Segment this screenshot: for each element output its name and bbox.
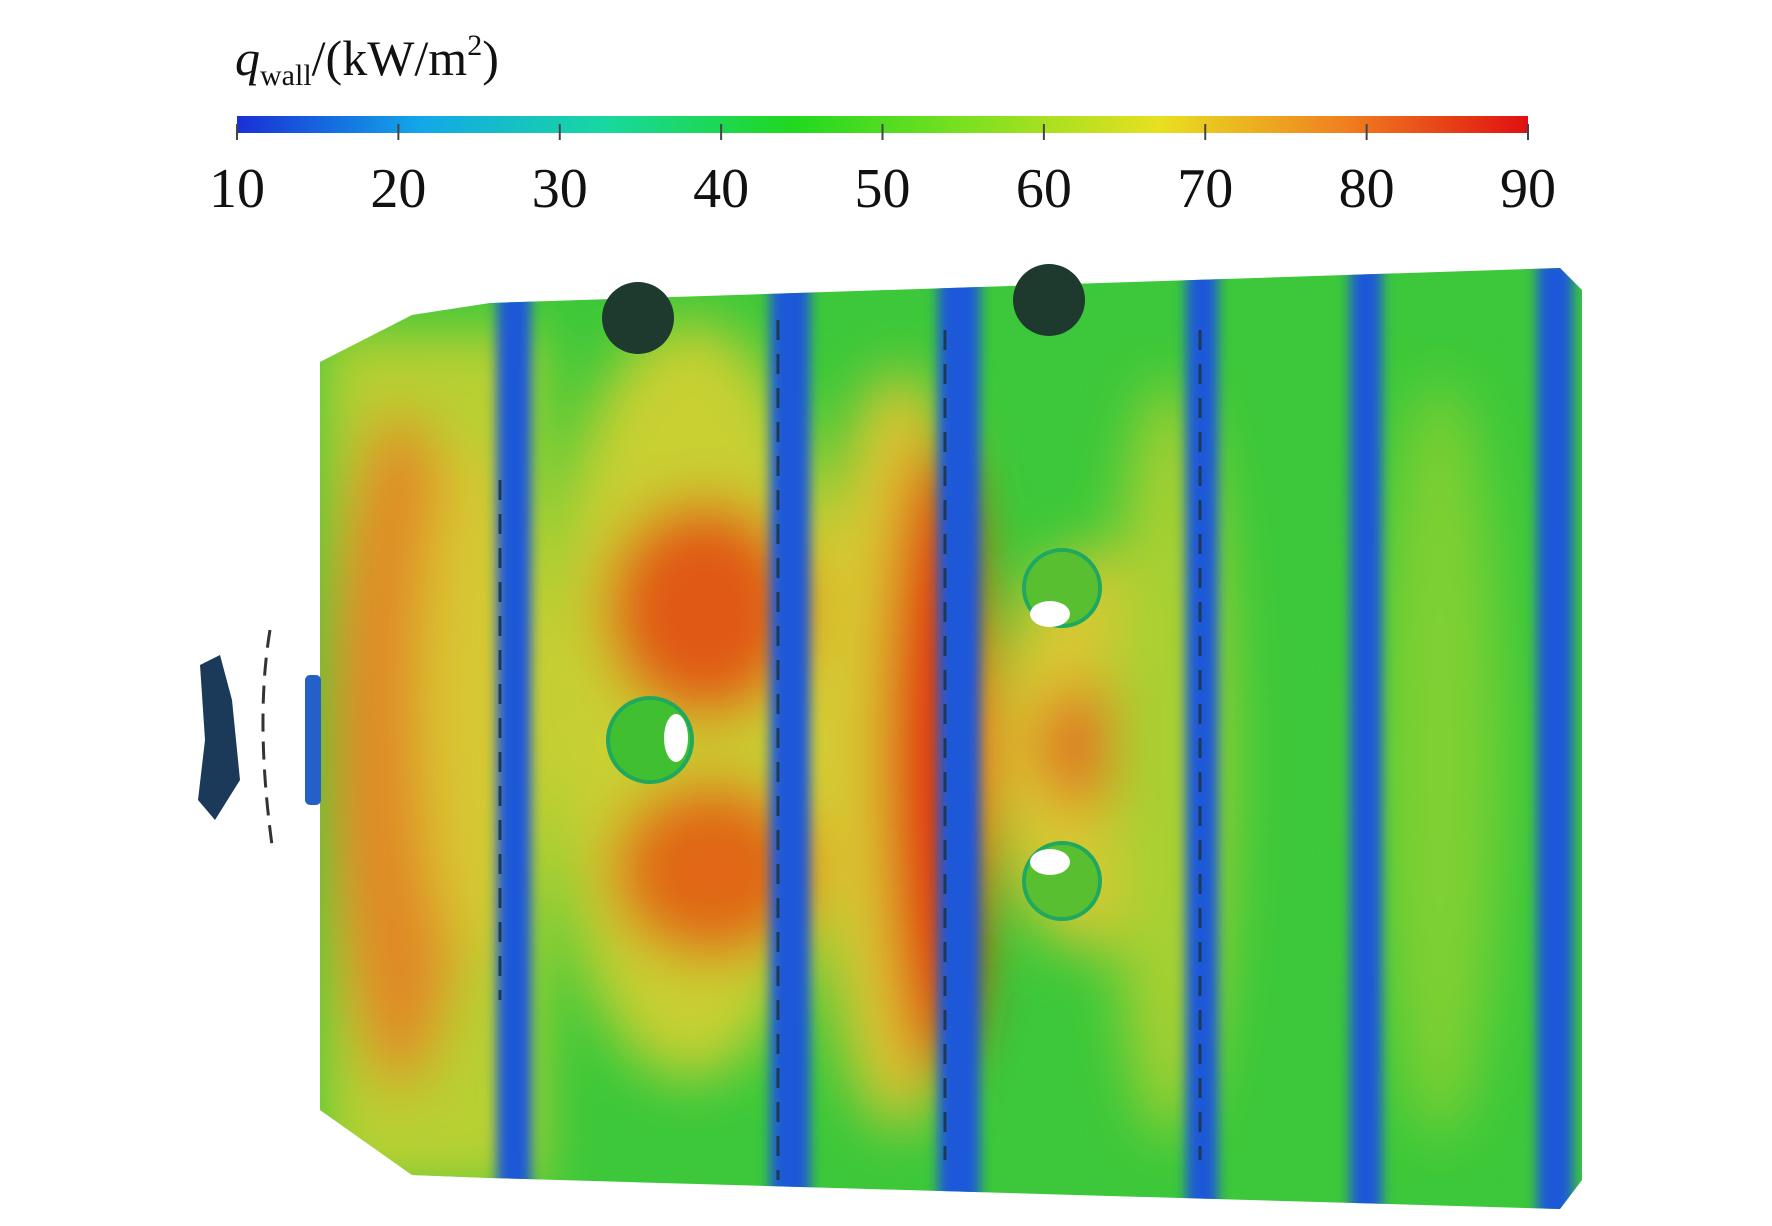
- tick-label: 20: [370, 158, 426, 220]
- colorbar: 10 20 30 40 50 60 70 80 90: [209, 116, 1556, 220]
- tick-label: 50: [855, 158, 911, 220]
- tick-label: 90: [1500, 158, 1556, 220]
- tick-label: 70: [1177, 158, 1233, 220]
- colorbar-label: qwall/(kW/m2): [235, 29, 499, 92]
- contour-fields: [320, 268, 1573, 1209]
- tick-label: 40: [693, 158, 749, 220]
- tick-label: 60: [1016, 158, 1072, 220]
- contour-plot: [198, 264, 1582, 1209]
- tick-label: 30: [532, 158, 588, 220]
- tick-label: 10: [209, 158, 265, 220]
- tick-label: 80: [1339, 158, 1395, 220]
